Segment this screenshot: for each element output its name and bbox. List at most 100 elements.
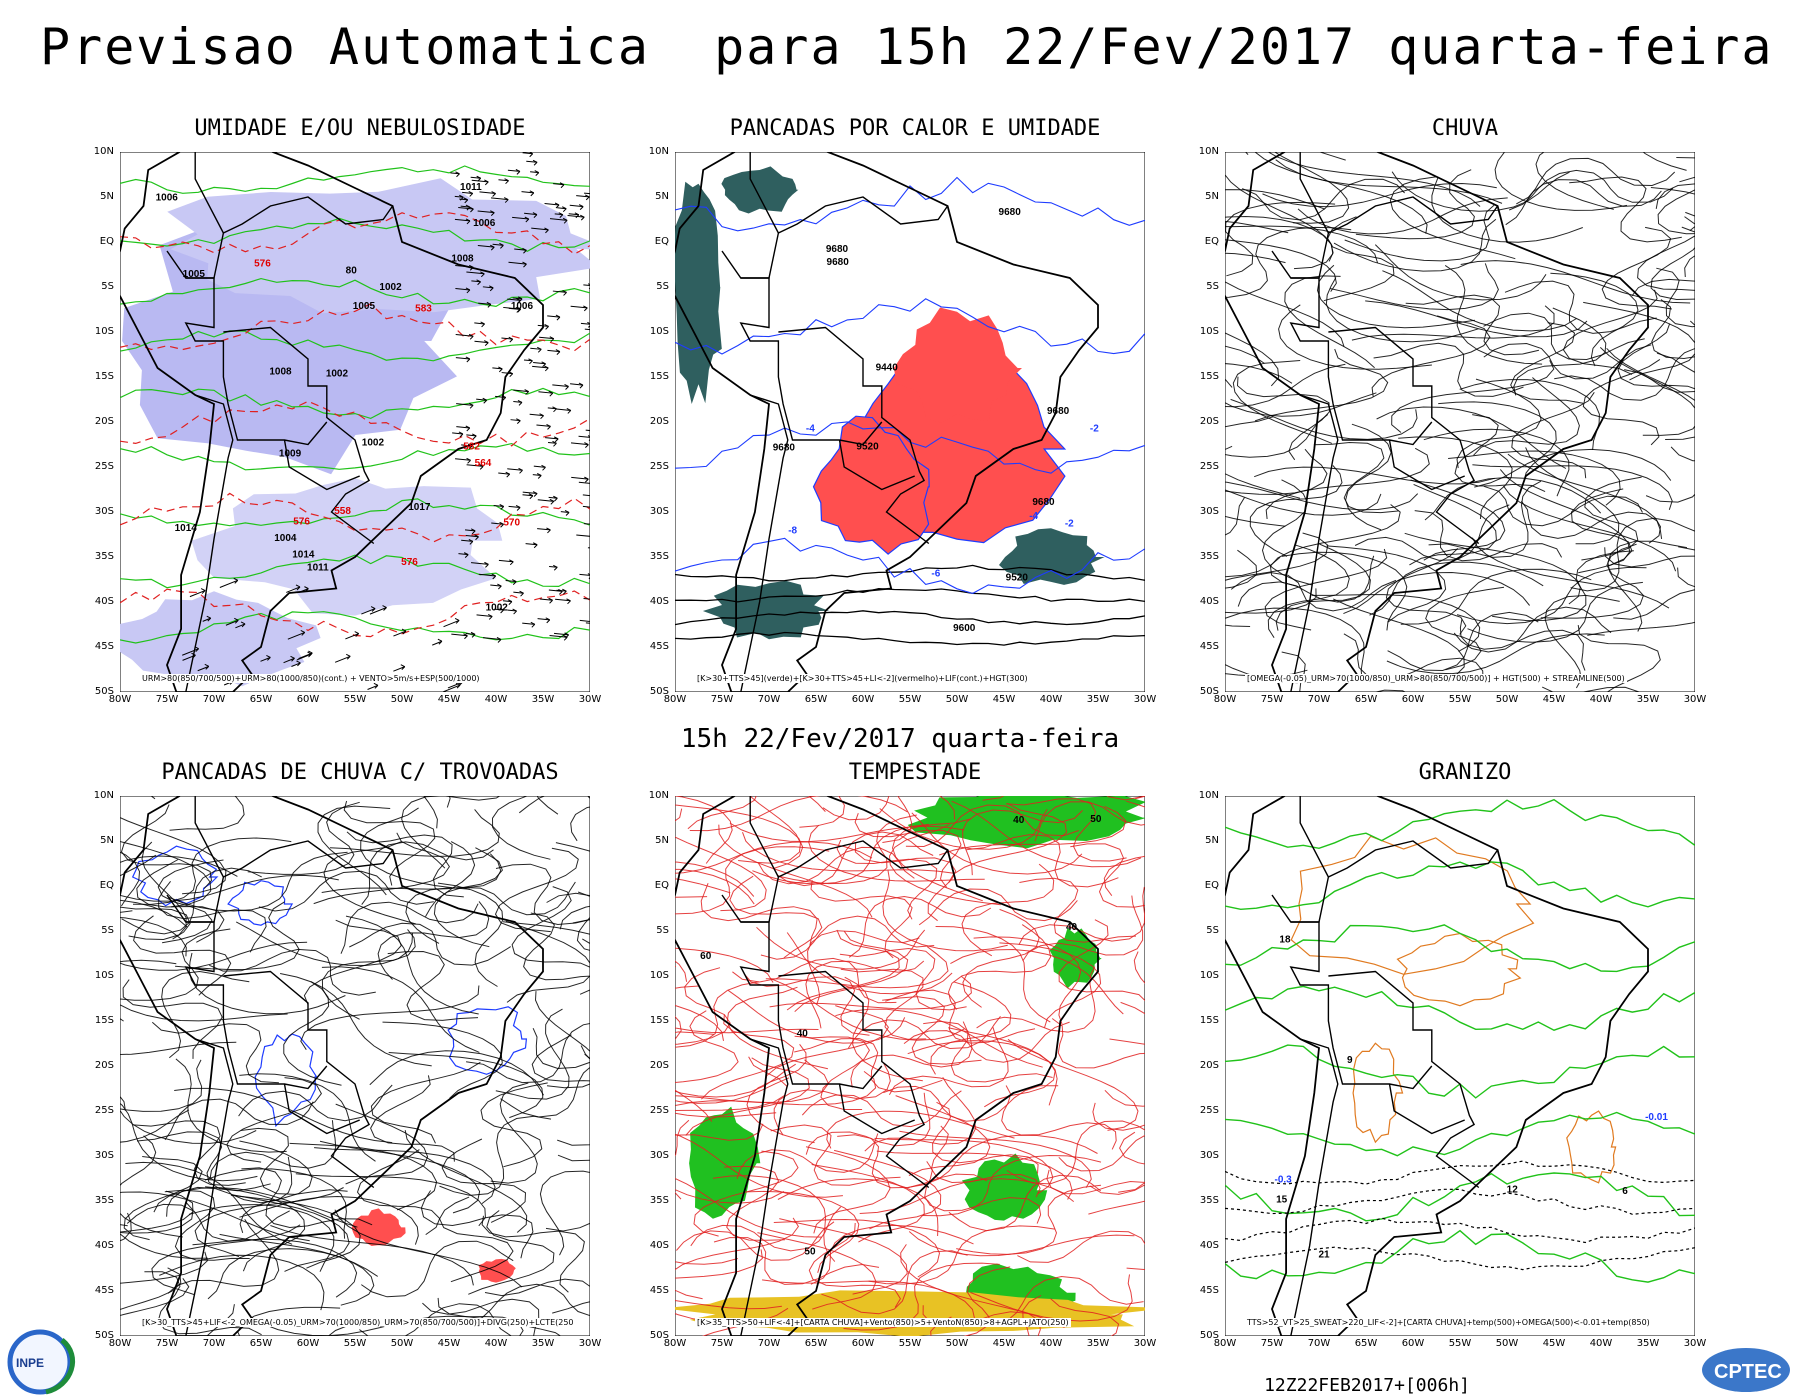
longitude-label: 60W [1401,694,1425,705]
longitude-label: 45W [437,1338,461,1349]
latitude-label: 40S [649,1240,669,1251]
latitude-label: 25S [1199,1105,1219,1116]
longitude-label: 30W [1683,1338,1707,1349]
longitude-label: 35W [1086,694,1110,705]
contour-value-label: 21 [1318,1249,1330,1260]
contour-value-label: 1011 [307,563,329,574]
contour-value-label: -2 [1065,519,1074,530]
latitude-label: 20S [94,416,114,427]
shaded-area [1396,932,1522,1007]
contour-value-label: -0.3 [1275,1175,1293,1186]
longitude-label: 50W [945,1338,969,1349]
longitude-label: 55W [1448,694,1472,705]
contour-value-label: 40 [1066,922,1078,933]
contour-value-label: 9520 [1006,572,1029,583]
latitude-label: 10N [648,146,669,157]
shaded-area [689,1106,761,1219]
latitude-label: EQ [99,880,114,891]
latitude-label: 5N [1205,835,1219,846]
longitude-label: 75W [1260,1338,1284,1349]
longitude-label: 35W [531,694,555,705]
panel-title: CHUVA [1431,116,1499,141]
panel-legend-caption: [K>30+TTS>45](verde)+[K>30+TTS>45+LI<-2]… [695,674,1030,683]
latitude-label: 25S [649,461,669,472]
longitude-label: 60W [296,1338,320,1349]
coastline [1225,152,1649,692]
contour-value-label: -0.01 [1645,1112,1668,1123]
contour-value-label: 9680 [773,443,796,454]
contour-value-label: 576 [401,557,418,568]
longitude-label: 50W [1495,694,1519,705]
longitude-label: 55W [1448,1338,1472,1349]
forecast-map: 18 21 15 12 9 6 -0.3 -0.01 [1225,796,1695,1336]
latitude-label: 30S [94,506,114,517]
contour-value-label: 1002 [362,438,385,449]
longitude-label: 75W [155,1338,179,1349]
contour-value-label: 9680 [999,207,1022,218]
longitude-label: 75W [1260,694,1284,705]
latitude-label: 45S [94,1285,114,1296]
latitude-label: 5N [100,835,114,846]
longitude-label: 80W [108,694,132,705]
inpe-logo: INPE [7,1329,75,1395]
contour-value-label: 558 [334,506,351,517]
latitude-label: 15S [649,1015,669,1026]
latitude-label: 5N [655,191,669,202]
contour-value-label: 6 [1622,1186,1628,1197]
latitude-label: 35S [649,1195,669,1206]
latitude-label: 25S [94,1105,114,1116]
longitude-label: 60W [296,694,320,705]
contour-value-label: 15 [1276,1194,1288,1205]
latitude-label: EQ [654,880,669,891]
contour-value-label: 576 [254,258,271,269]
longitude-label: 40W [1039,694,1063,705]
longitude-label: 50W [390,1338,414,1349]
latitude-label: 30S [1199,1150,1219,1161]
panel-pancadas-calor: PANCADAS POR CALOR E UMIDADE 9680 9680 9680… [635,116,1195,726]
latitude-label: 50S [94,686,114,697]
longitude-label: 55W [343,694,367,705]
panel-trovoadas: PANCADAS DE CHUVA C/ TROVOADAS [K>30_TTS>… [80,760,640,1370]
longitude-label: 80W [1213,1338,1237,1349]
contour-value-label: 583 [415,304,432,315]
latitude-label: 10N [93,146,114,157]
longitude-label: 60W [851,1338,875,1349]
panel-legend-caption: TTS>52_VT>25_SWEAT>220_LIF<-2]+[CARTA CH… [1245,1318,1652,1327]
contour-value-label: 50 [804,1246,816,1257]
contour-value-label: 1009 [279,449,302,460]
latitude-label: 5N [1205,191,1219,202]
latitude-label: 50S [649,686,669,697]
contour-value-label: 1014 [175,523,198,534]
longitude-label: 35W [1086,1338,1110,1349]
longitude-label: 80W [108,1338,132,1349]
latitude-label: 15S [1199,1015,1219,1026]
latitude-label: 5S [656,925,669,936]
shaded-area [1352,1042,1404,1144]
latitude-label: EQ [1204,880,1219,891]
latitude-label: 40S [94,596,114,607]
latitude-label: 30S [94,1150,114,1161]
longitude-label: 70W [757,694,781,705]
shaded-area [721,166,799,214]
contour-value-label: 9520 [856,441,879,452]
panel-legend-caption: URM>80(850/700/500)+URM>80(1000/850)(con… [140,674,482,683]
panel-legend-caption: [OMEGA(-0.05)_URM>70(1000/850)_URM>80(85… [1245,674,1627,683]
longitude-label: 30W [1133,1338,1157,1349]
contour-value-label: -4 [1029,511,1038,522]
longitude-label: 80W [1213,694,1237,705]
longitude-label: 60W [1401,1338,1425,1349]
contour-value-label: 9680 [1047,406,1070,417]
latitude-label: 50S [1199,1330,1219,1341]
shaded-area [893,307,1022,423]
contour-value-label: 564 [475,458,492,469]
panel-tempestade: TEMPESTADE 40 50 60 40 50 40 [K>35_TTS>50+LIF<-… [635,760,1195,1370]
contour-value-label: 576 [293,517,310,528]
latitude-label: 5S [101,281,114,292]
shaded-area [120,591,321,687]
latitude-label: 25S [649,1105,669,1116]
contour-value-label: 1011 [460,182,482,193]
latitude-label: 5S [1206,281,1219,292]
longitude-label: 70W [1307,1338,1331,1349]
longitude-label: 30W [578,694,602,705]
contour-value-label: 1002 [379,282,402,293]
